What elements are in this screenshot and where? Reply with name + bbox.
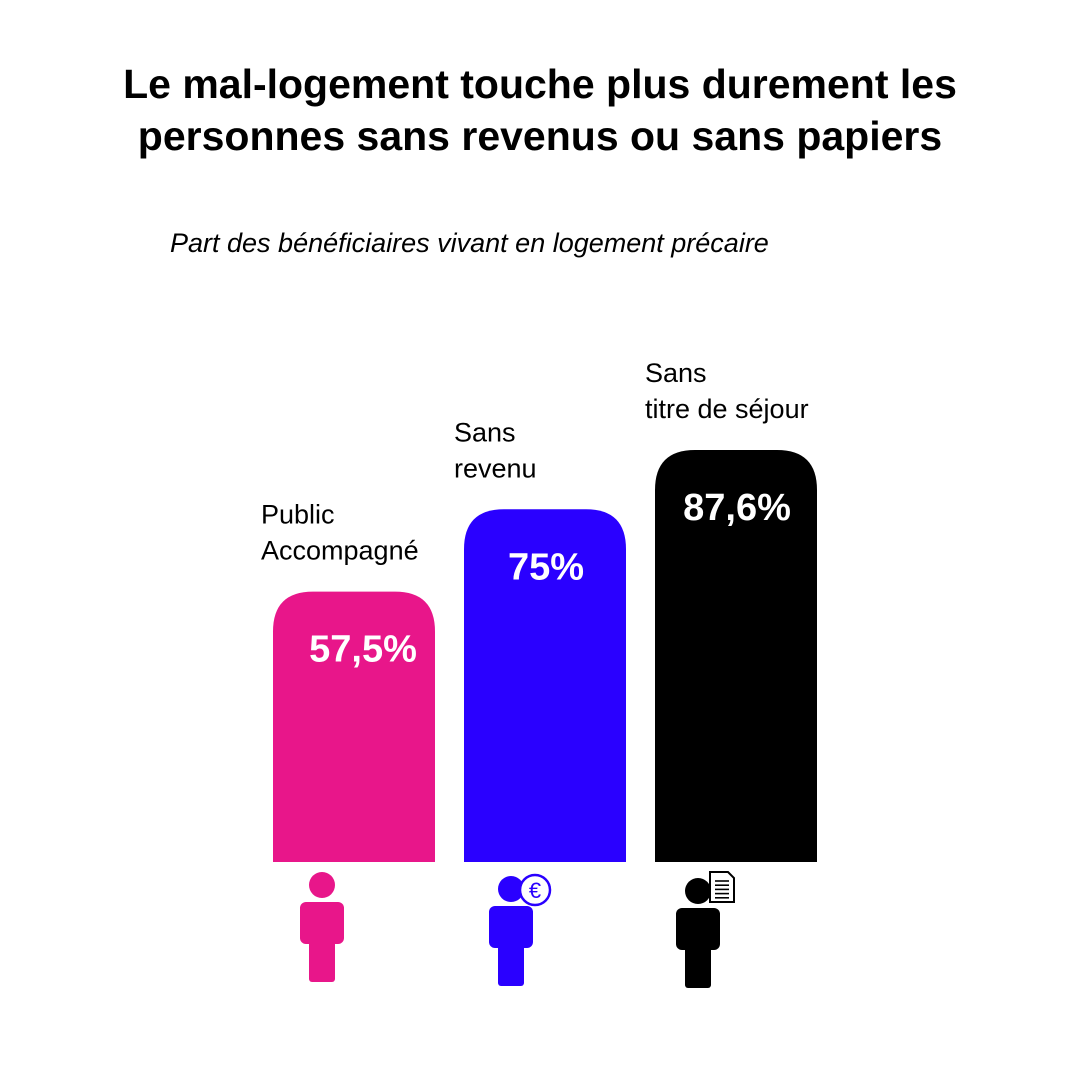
title-line-2: personnes sans revenus ou sans papiers	[137, 113, 943, 159]
title-line-1: Le mal-logement touche plus durement les	[123, 61, 957, 107]
category-label-3: Sans titre de séjour	[645, 358, 809, 424]
bar-1	[273, 591, 435, 862]
category-label-1: Public Accompagné	[261, 500, 419, 566]
person-icon	[300, 872, 344, 982]
person-euro-icon: €	[489, 873, 552, 986]
category-label-2: Sans revenu	[454, 417, 537, 483]
chart-title: Le mal-logement touche plus durement les…	[0, 58, 1080, 162]
euro-symbol: €	[529, 878, 541, 903]
value-label-2: 75%	[508, 546, 584, 588]
bar-2	[464, 509, 626, 862]
person-document-icon	[676, 871, 735, 988]
chart-subtitle: Part des bénéficiaires vivant en logemen…	[170, 228, 769, 258]
value-label-3: 87,6%	[683, 487, 791, 529]
value-label-1: 57,5%	[309, 629, 417, 671]
bar-3	[655, 450, 817, 862]
